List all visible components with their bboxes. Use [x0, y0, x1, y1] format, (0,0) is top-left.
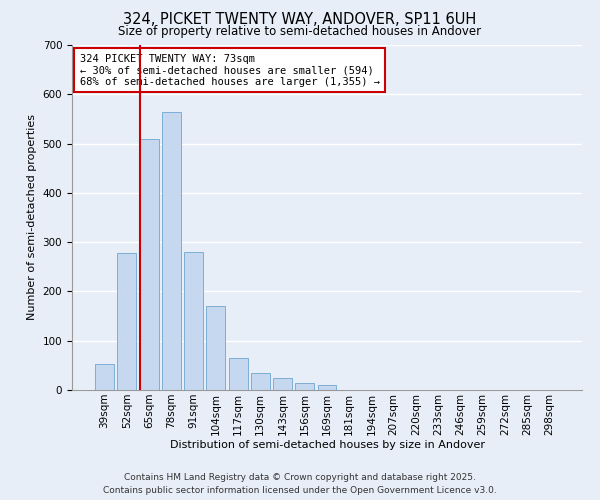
Bar — [229, 358, 248, 390]
Bar — [273, 378, 292, 390]
Bar — [251, 373, 270, 390]
Bar — [295, 382, 314, 390]
Bar — [162, 112, 181, 390]
Text: Size of property relative to semi-detached houses in Andover: Size of property relative to semi-detach… — [118, 25, 482, 38]
Bar — [118, 254, 136, 390]
Bar — [317, 385, 337, 390]
Text: 324 PICKET TWENTY WAY: 73sqm
← 30% of semi-detached houses are smaller (594)
68%: 324 PICKET TWENTY WAY: 73sqm ← 30% of se… — [80, 54, 380, 87]
Y-axis label: Number of semi-detached properties: Number of semi-detached properties — [27, 114, 37, 320]
Bar — [95, 364, 114, 390]
Bar — [184, 252, 203, 390]
Bar — [140, 138, 158, 390]
Text: 324, PICKET TWENTY WAY, ANDOVER, SP11 6UH: 324, PICKET TWENTY WAY, ANDOVER, SP11 6U… — [124, 12, 476, 28]
Text: Contains HM Land Registry data © Crown copyright and database right 2025.
Contai: Contains HM Land Registry data © Crown c… — [103, 474, 497, 495]
Bar — [206, 306, 225, 390]
X-axis label: Distribution of semi-detached houses by size in Andover: Distribution of semi-detached houses by … — [170, 440, 485, 450]
